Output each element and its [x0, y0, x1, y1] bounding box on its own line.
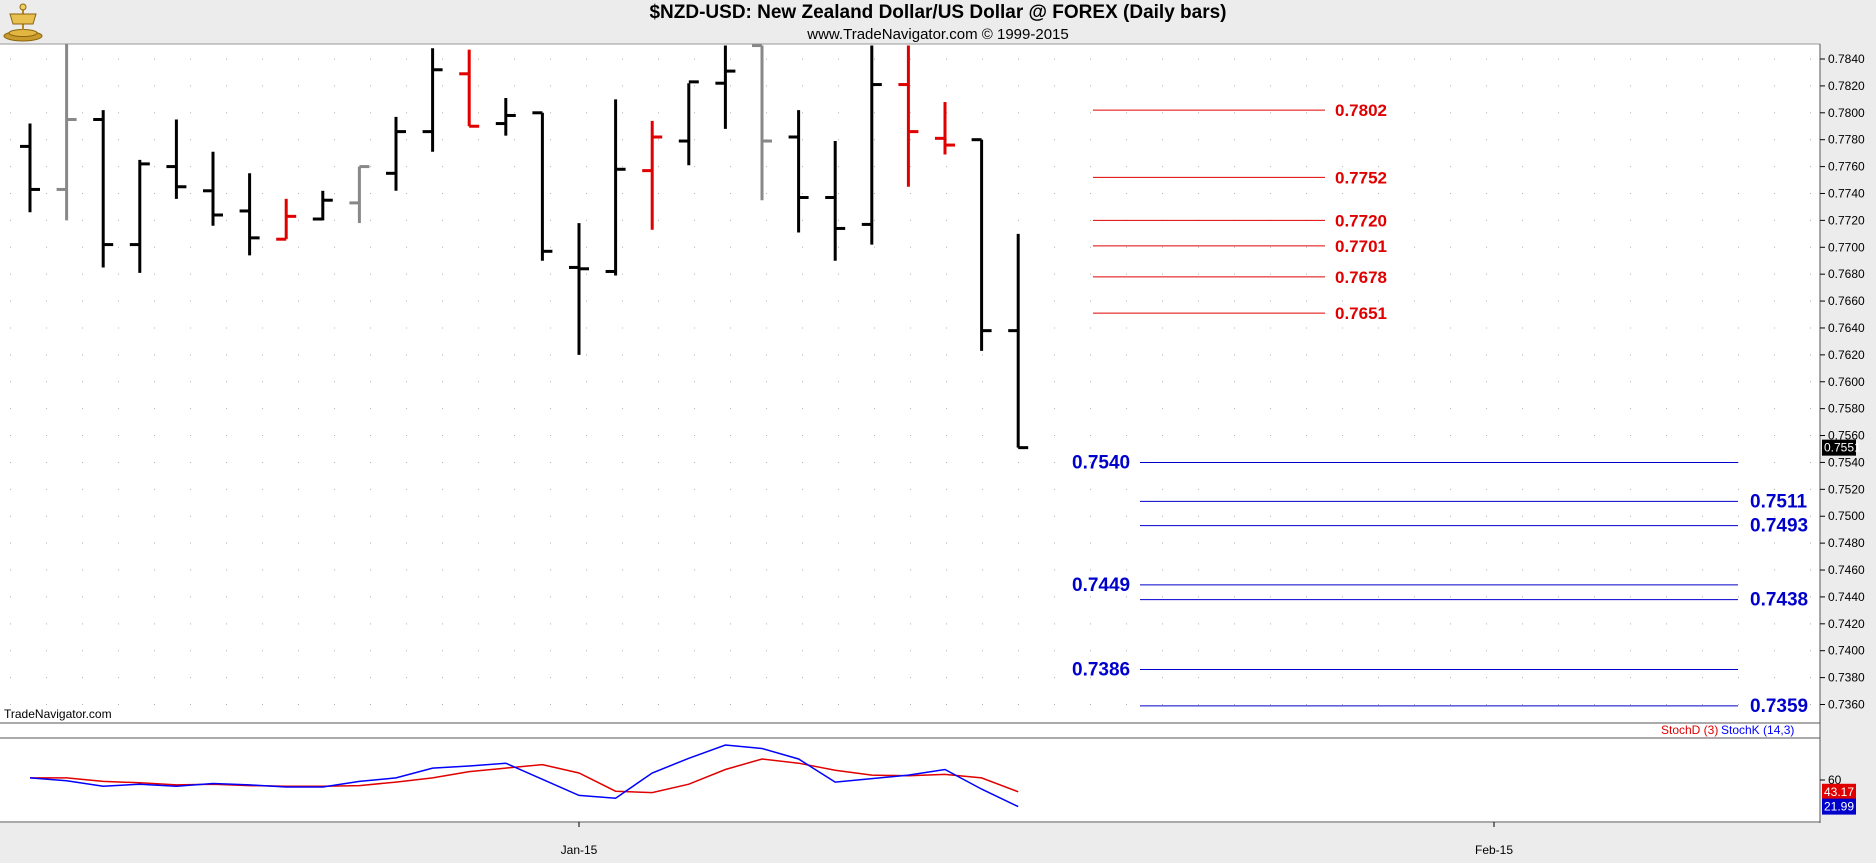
- price-tick-label: 0.7460: [1828, 563, 1865, 577]
- ohlc-bar: [569, 223, 589, 355]
- price-tick-label: 0.7580: [1828, 402, 1865, 416]
- tradenavigator-logo-icon: [3, 3, 43, 42]
- price-tick-label: 0.7420: [1828, 617, 1865, 631]
- price-tick-label: 0.7440: [1828, 590, 1865, 604]
- price-tick-label: 0.7520: [1828, 482, 1865, 496]
- ohlc-bar: [495, 97, 516, 136]
- x-axis-band: [0, 823, 1876, 863]
- x-tick-label: Feb-15: [1475, 843, 1513, 857]
- ohlc-bar: [276, 198, 297, 241]
- ohlc-bar: [349, 165, 370, 224]
- ohlc-bar: [239, 173, 260, 256]
- support-label: 0.7386: [1072, 660, 1130, 681]
- ohlc-bar: [788, 110, 809, 233]
- support-label: 0.7493: [1750, 516, 1808, 537]
- stoch-k-tag: [1822, 798, 1856, 815]
- price-tick-label: 0.7480: [1828, 536, 1865, 550]
- price-tick-label: 0.7740: [1828, 186, 1865, 200]
- price-tick-label: 0.7820: [1828, 79, 1865, 93]
- ohlc-bar: [93, 110, 114, 268]
- price-tick-label: 0.7500: [1828, 509, 1865, 523]
- stoch-tick-label: 60: [1828, 773, 1842, 787]
- ohlc-bar: [715, 45, 736, 129]
- ohlc-bar: [605, 99, 626, 276]
- header-bar: [0, 0, 1876, 44]
- stoch-d-tag: [1822, 783, 1856, 800]
- price-tick-label: 0.7660: [1828, 294, 1865, 308]
- ohlc-bar: [1008, 233, 1029, 450]
- support-label: 0.7438: [1750, 590, 1808, 611]
- price-tick-label: 0.7560: [1828, 429, 1865, 443]
- x-tick-label: Jan-15: [561, 843, 598, 857]
- ohlc-bar: [312, 190, 333, 221]
- resistance-label: 0.7752: [1335, 168, 1387, 187]
- stoch-d-value: 43.17: [1824, 785, 1854, 799]
- resistance-label: 0.7720: [1335, 211, 1387, 230]
- price-tick-label: 0.7760: [1828, 160, 1865, 174]
- last-price-label: 0.7551: [1824, 441, 1861, 455]
- price-tick-label: 0.7780: [1828, 133, 1865, 147]
- price-tick-label: 0.7540: [1828, 455, 1865, 469]
- price-tick-label: 0.7400: [1828, 644, 1865, 658]
- ohlc-bar: [166, 119, 187, 199]
- ohlc-bar: [386, 116, 406, 191]
- ohlc-bar: [971, 138, 992, 351]
- resistance-label: 0.7701: [1335, 237, 1387, 256]
- ohlc-bar: [935, 102, 955, 155]
- resistance-label: 0.7678: [1335, 268, 1387, 287]
- ohlc-bar: [459, 49, 480, 128]
- ohlc-bar: [422, 48, 443, 152]
- stoch-d-line: [30, 758, 1019, 794]
- ohlc-bar: [20, 123, 40, 213]
- price-tick-label: 0.7380: [1828, 671, 1865, 685]
- stoch-k-line: [29, 744, 1019, 808]
- ohlc-bar: [532, 111, 553, 261]
- support-label: 0.7449: [1072, 575, 1130, 596]
- chart-subtitle: www.TradeNavigator.com © 1999-2015: [807, 26, 1069, 43]
- price-tick-label: 0.7720: [1828, 213, 1865, 227]
- price-tick-label: 0.7360: [1828, 698, 1865, 712]
- ohlc-bar: [861, 45, 882, 245]
- price-tick-label: 0.7600: [1828, 375, 1865, 389]
- ohlc-bar: [898, 45, 919, 187]
- stoch-k-value: 21.99: [1824, 800, 1854, 814]
- support-label: 0.7540: [1072, 452, 1130, 473]
- support-label: 0.7511: [1750, 491, 1807, 512]
- legend-stoch-k: StochK (14,3): [1721, 723, 1794, 737]
- ohlc-bar: [752, 44, 772, 201]
- ohlc-bar: [678, 80, 699, 166]
- ohlc-bar: [825, 141, 846, 261]
- chart-title: $NZD-USD: New Zealand Dollar/US Dollar @…: [649, 2, 1227, 23]
- price-tick-label: 0.7700: [1828, 240, 1865, 254]
- ohlc-bar: [642, 120, 663, 230]
- resistance-label: 0.7802: [1335, 101, 1387, 120]
- price-tick-label: 0.7680: [1828, 267, 1865, 281]
- price-tick-label: 0.7840: [1828, 52, 1865, 66]
- price-tick-label: 0.7620: [1828, 348, 1865, 362]
- price-tick-label: 0.7800: [1828, 106, 1865, 120]
- resistance-label: 0.7651: [1335, 304, 1387, 323]
- legend-stoch-d: StochD (3): [1661, 723, 1718, 737]
- price-tick-label: 0.7640: [1828, 321, 1865, 335]
- ohlc-bar: [56, 44, 77, 221]
- ohlc-bar: [129, 159, 150, 273]
- watermark: TradeNavigator.com: [4, 707, 112, 721]
- last-price-tag: [1822, 439, 1856, 456]
- ohlc-bar: [203, 151, 223, 226]
- price-scale-band: [1820, 44, 1876, 823]
- support-label: 0.7359: [1750, 696, 1808, 717]
